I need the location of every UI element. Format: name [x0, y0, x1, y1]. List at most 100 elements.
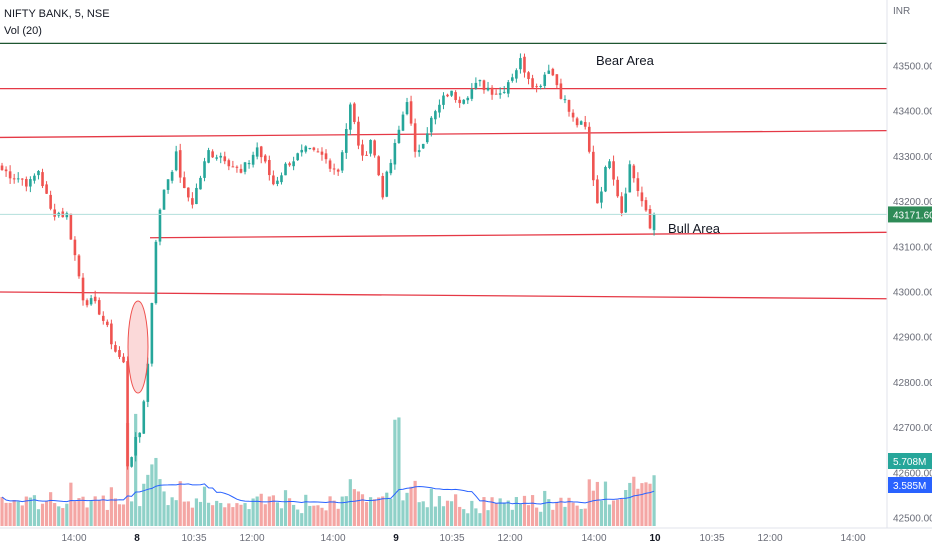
time-tick-label: 10: [649, 533, 661, 544]
candle-body: [170, 171, 174, 181]
candle-body: [482, 80, 486, 91]
time-tick-label: 12:00: [239, 533, 264, 544]
candle-body: [223, 156, 227, 162]
volume-bar: [255, 496, 259, 526]
time-tick-label: 10:35: [699, 533, 724, 544]
volume-bar: [8, 502, 12, 526]
volume-bar: [348, 479, 352, 526]
candle-body: [450, 90, 453, 96]
currency-label: INR: [893, 6, 911, 17]
candle-body: [203, 161, 206, 178]
volume-bar: [377, 497, 381, 526]
candle-body: [130, 457, 133, 467]
volume-bar: [579, 508, 583, 526]
volume-bar: [113, 498, 118, 526]
volume-bar: [620, 498, 624, 526]
volume-bar: [482, 497, 486, 526]
volume-bar: [227, 503, 231, 526]
time-tick-label: 9: [393, 533, 399, 544]
highlight-ellipse: [127, 300, 149, 394]
candle-body: [628, 164, 632, 193]
candle-body: [146, 363, 150, 402]
volume-bar: [32, 495, 37, 526]
volume-indicator-title[interactable]: Vol (20): [4, 25, 42, 37]
volume-bar: [616, 499, 620, 526]
candle-body: [320, 151, 324, 155]
symbol-title[interactable]: NIFTY BANK, 5, NSE: [4, 8, 110, 20]
volume-bar: [393, 419, 397, 526]
volume-bar: [65, 503, 69, 526]
volume-bar: [93, 496, 97, 526]
volume-bar: [304, 494, 308, 526]
candle-body: [332, 168, 336, 170]
volume-bar: [551, 509, 555, 526]
volume-pane: [0, 413, 656, 526]
volume-bar: [239, 504, 243, 526]
volume-bar: [332, 500, 336, 526]
volume-bar: [206, 502, 211, 526]
candle-body: [255, 147, 259, 157]
time-tick-label: 14:00: [840, 533, 865, 544]
candle-body: [442, 95, 445, 105]
volume-bar: [583, 508, 587, 526]
volume-bar: [364, 502, 369, 526]
volume-bar: [543, 490, 547, 526]
volume-bar: [194, 498, 199, 526]
volume-bar: [166, 505, 170, 526]
volume-bar: [146, 474, 150, 526]
volume-bar: [97, 500, 101, 526]
volume-bar: [308, 505, 312, 526]
candle-body: [45, 184, 48, 194]
candle-body: [466, 97, 470, 101]
volume-bar: [433, 506, 437, 526]
candle-body: [567, 99, 571, 112]
candle-body: [353, 103, 356, 122]
volume-bar: [352, 489, 356, 526]
candle-body: [308, 147, 312, 149]
candle-body: [134, 436, 137, 456]
candle-body: [401, 114, 405, 131]
candle-body: [648, 209, 652, 229]
volume-bar: [454, 494, 458, 526]
candle-body: [369, 139, 372, 154]
candle-body: [336, 169, 340, 172]
candle-body: [296, 153, 299, 161]
volume-bar: [518, 504, 523, 526]
volume-bar: [648, 483, 652, 526]
candle-body: [344, 129, 348, 153]
candle-body: [25, 179, 28, 187]
volume-bar: [563, 506, 567, 526]
candle-body: [272, 175, 275, 185]
volume-bar: [182, 501, 186, 526]
trendlines[interactable]: [0, 42, 888, 300]
candle-body: [357, 121, 360, 146]
volume-bar: [178, 481, 182, 526]
candle-body: [636, 178, 640, 191]
volume-bar: [587, 479, 591, 526]
chart-legend[interactable]: NIFTY BANK, 5, NSE Vol (20): [4, 6, 110, 40]
candle-body: [89, 298, 93, 305]
candle-body: [73, 239, 77, 256]
candle-body: [413, 123, 417, 152]
price-tick-label: 42500.00: [893, 514, 932, 525]
candle-body: [506, 82, 510, 94]
volume-bar: [0, 497, 4, 526]
candle-body: [616, 179, 619, 197]
volume-bar: [559, 497, 563, 526]
volume-bar: [125, 423, 130, 526]
volume-bar: [324, 510, 328, 526]
volume-bar: [279, 508, 284, 526]
candle-body: [454, 92, 457, 101]
bear-area-label: Bear Area: [596, 53, 655, 68]
candle-body: [304, 146, 308, 152]
price-tick-label: 43300.00: [893, 152, 932, 163]
candle-body: [106, 321, 109, 326]
candle-body: [365, 154, 368, 156]
volume-bar: [571, 502, 575, 526]
volume-bar: [89, 500, 93, 526]
volume-bar: [526, 505, 531, 526]
volume-bar: [243, 503, 247, 526]
volume-badge: [888, 453, 932, 469]
candle-body: [349, 104, 352, 130]
